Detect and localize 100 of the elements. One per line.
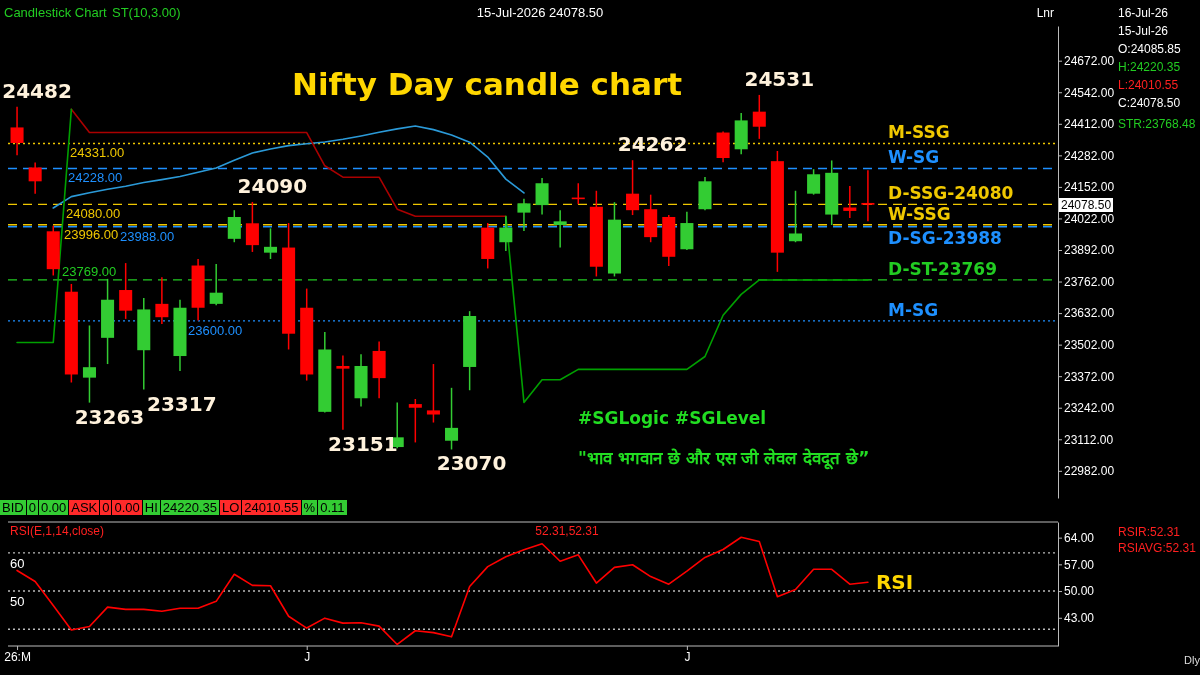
- candlestick: [82, 324, 96, 404]
- text: Candlestick Chart: [4, 5, 107, 20]
- y-tick-label: 24152.00: [1064, 180, 1115, 195]
- text: BID: [0, 500, 27, 515]
- x-tick-label: J: [304, 649, 311, 664]
- text: 0.00: [38, 500, 70, 515]
- text: 15-Jul-26: [1118, 24, 1169, 38]
- text: HI: [142, 500, 161, 515]
- text: ST(10,3.00): [112, 5, 181, 20]
- x-tick-label: 26:M: [4, 649, 31, 664]
- annotation: 23988.00: [120, 228, 175, 244]
- annotation: 24531: [744, 66, 815, 91]
- y-tick-label: 24282.00: [1064, 148, 1115, 163]
- annotation: 24090: [237, 173, 308, 198]
- text: 15-Jul-2026 24078.50: [476, 5, 604, 20]
- text: ASK: [69, 500, 101, 515]
- y-tick-label: 50.00: [1064, 584, 1095, 599]
- y-tick-label: 23502.00: [1064, 337, 1115, 352]
- y-tick-label: 24672.00: [1064, 54, 1115, 69]
- ref-line-label: D-ST-23769: [888, 258, 998, 279]
- text: RSIAVG:52.31: [1118, 541, 1197, 555]
- candlestick: [807, 168, 821, 196]
- candlestick: [788, 190, 803, 243]
- x-tick-label: J: [684, 649, 691, 664]
- annotation: 23070: [436, 451, 507, 476]
- text: 24078.50: [1059, 197, 1114, 212]
- ref-line-label: D-SG-23988: [888, 227, 1002, 248]
- annotation: "भाव भगवान छे और एस जी लेवल देवदूत छे”: [578, 448, 870, 470]
- annotation: 24080.00: [66, 206, 121, 222]
- y-tick-label: 24022.00: [1064, 211, 1115, 226]
- series-label: RSI: [875, 570, 914, 595]
- annotation: 24262: [617, 132, 688, 157]
- y-tick-label: 22982.00: [1064, 464, 1115, 479]
- annotation: #SGLogic #SGLevel: [578, 408, 767, 428]
- text: C:24078.50: [1118, 96, 1181, 110]
- text: LO: [220, 500, 243, 515]
- candlestick: [752, 94, 766, 140]
- annotation: 52.31,52.31: [535, 524, 600, 538]
- text: 0.00: [112, 500, 143, 515]
- ref-line-label: W-SSG: [888, 203, 951, 224]
- annotation: 23600.00: [188, 322, 243, 338]
- ref-line-label: 60: [10, 555, 25, 571]
- annotation: 23317: [146, 391, 217, 416]
- candlestick: [119, 262, 133, 320]
- text: 24010.55: [242, 500, 302, 515]
- y-tick-label: 64.00: [1064, 530, 1095, 545]
- candlestick: [245, 201, 259, 253]
- text: Lnr: [1036, 6, 1054, 20]
- text: RSIR:52.31: [1118, 525, 1181, 539]
- ref-line-label: 50: [10, 594, 25, 610]
- text: O:24085.85: [1118, 42, 1182, 56]
- y-tick-label: 43.00: [1064, 611, 1095, 626]
- candlestick: [426, 363, 440, 424]
- text: L:24010.55: [1118, 78, 1179, 92]
- candlestick: [155, 276, 169, 325]
- annotation: 23151: [328, 431, 398, 456]
- text: 24220.35: [160, 500, 221, 515]
- text: STR:23768.48: [1118, 117, 1196, 131]
- candlestick: [517, 198, 531, 232]
- text: Nifty Day candle chart: [291, 66, 683, 102]
- candlestick: [263, 227, 278, 260]
- text: 16-Jul-26: [1118, 6, 1169, 20]
- y-tick-label: 24542.00: [1064, 85, 1115, 100]
- ref-line-label: M-SSG: [888, 122, 950, 143]
- candlestick: [209, 263, 223, 307]
- candlestick: [861, 169, 875, 222]
- candlestick: [499, 215, 513, 252]
- ref-line-label: D-SSG-24080: [888, 183, 1014, 204]
- text: H:24220.35: [1118, 60, 1181, 74]
- y-tick-label: 23892.00: [1064, 243, 1115, 258]
- annotation: 23769.00: [62, 263, 117, 279]
- candlestick: [336, 354, 350, 431]
- annotation: 23263: [74, 404, 145, 429]
- candlestick: [227, 209, 241, 243]
- text: %: [301, 500, 319, 515]
- candlestick: [10, 106, 24, 157]
- candlestick: [535, 177, 549, 216]
- annotation: 24228.00: [68, 170, 123, 186]
- chart-title: RSI(E,1,14,close): [10, 524, 105, 538]
- y-tick-label: 23242.00: [1064, 401, 1115, 416]
- text: Dly: [1184, 654, 1200, 666]
- candlestick: [553, 209, 567, 249]
- text: 0.11: [318, 500, 348, 515]
- text: 0: [26, 500, 39, 515]
- y-tick-label: 57.00: [1064, 557, 1095, 572]
- y-tick-label: 23762.00: [1064, 274, 1115, 289]
- ref-line-label: W-SG: [888, 147, 940, 168]
- candlestick: [626, 159, 640, 216]
- text: 0: [100, 500, 113, 515]
- y-tick-label: 23112.00: [1064, 432, 1114, 447]
- line-series: [52, 125, 525, 209]
- y-tick-label: 23632.00: [1064, 306, 1115, 321]
- y-tick-label: 24412.00: [1064, 117, 1115, 132]
- candlestick: [445, 387, 459, 451]
- ref-line-label: M-SG: [888, 299, 939, 320]
- annotation: 24482: [2, 78, 72, 103]
- candlestick: [408, 398, 422, 444]
- y-tick-label: 23372.00: [1064, 369, 1115, 384]
- annotation: 23996.00: [64, 226, 119, 242]
- candlestick: [28, 161, 42, 195]
